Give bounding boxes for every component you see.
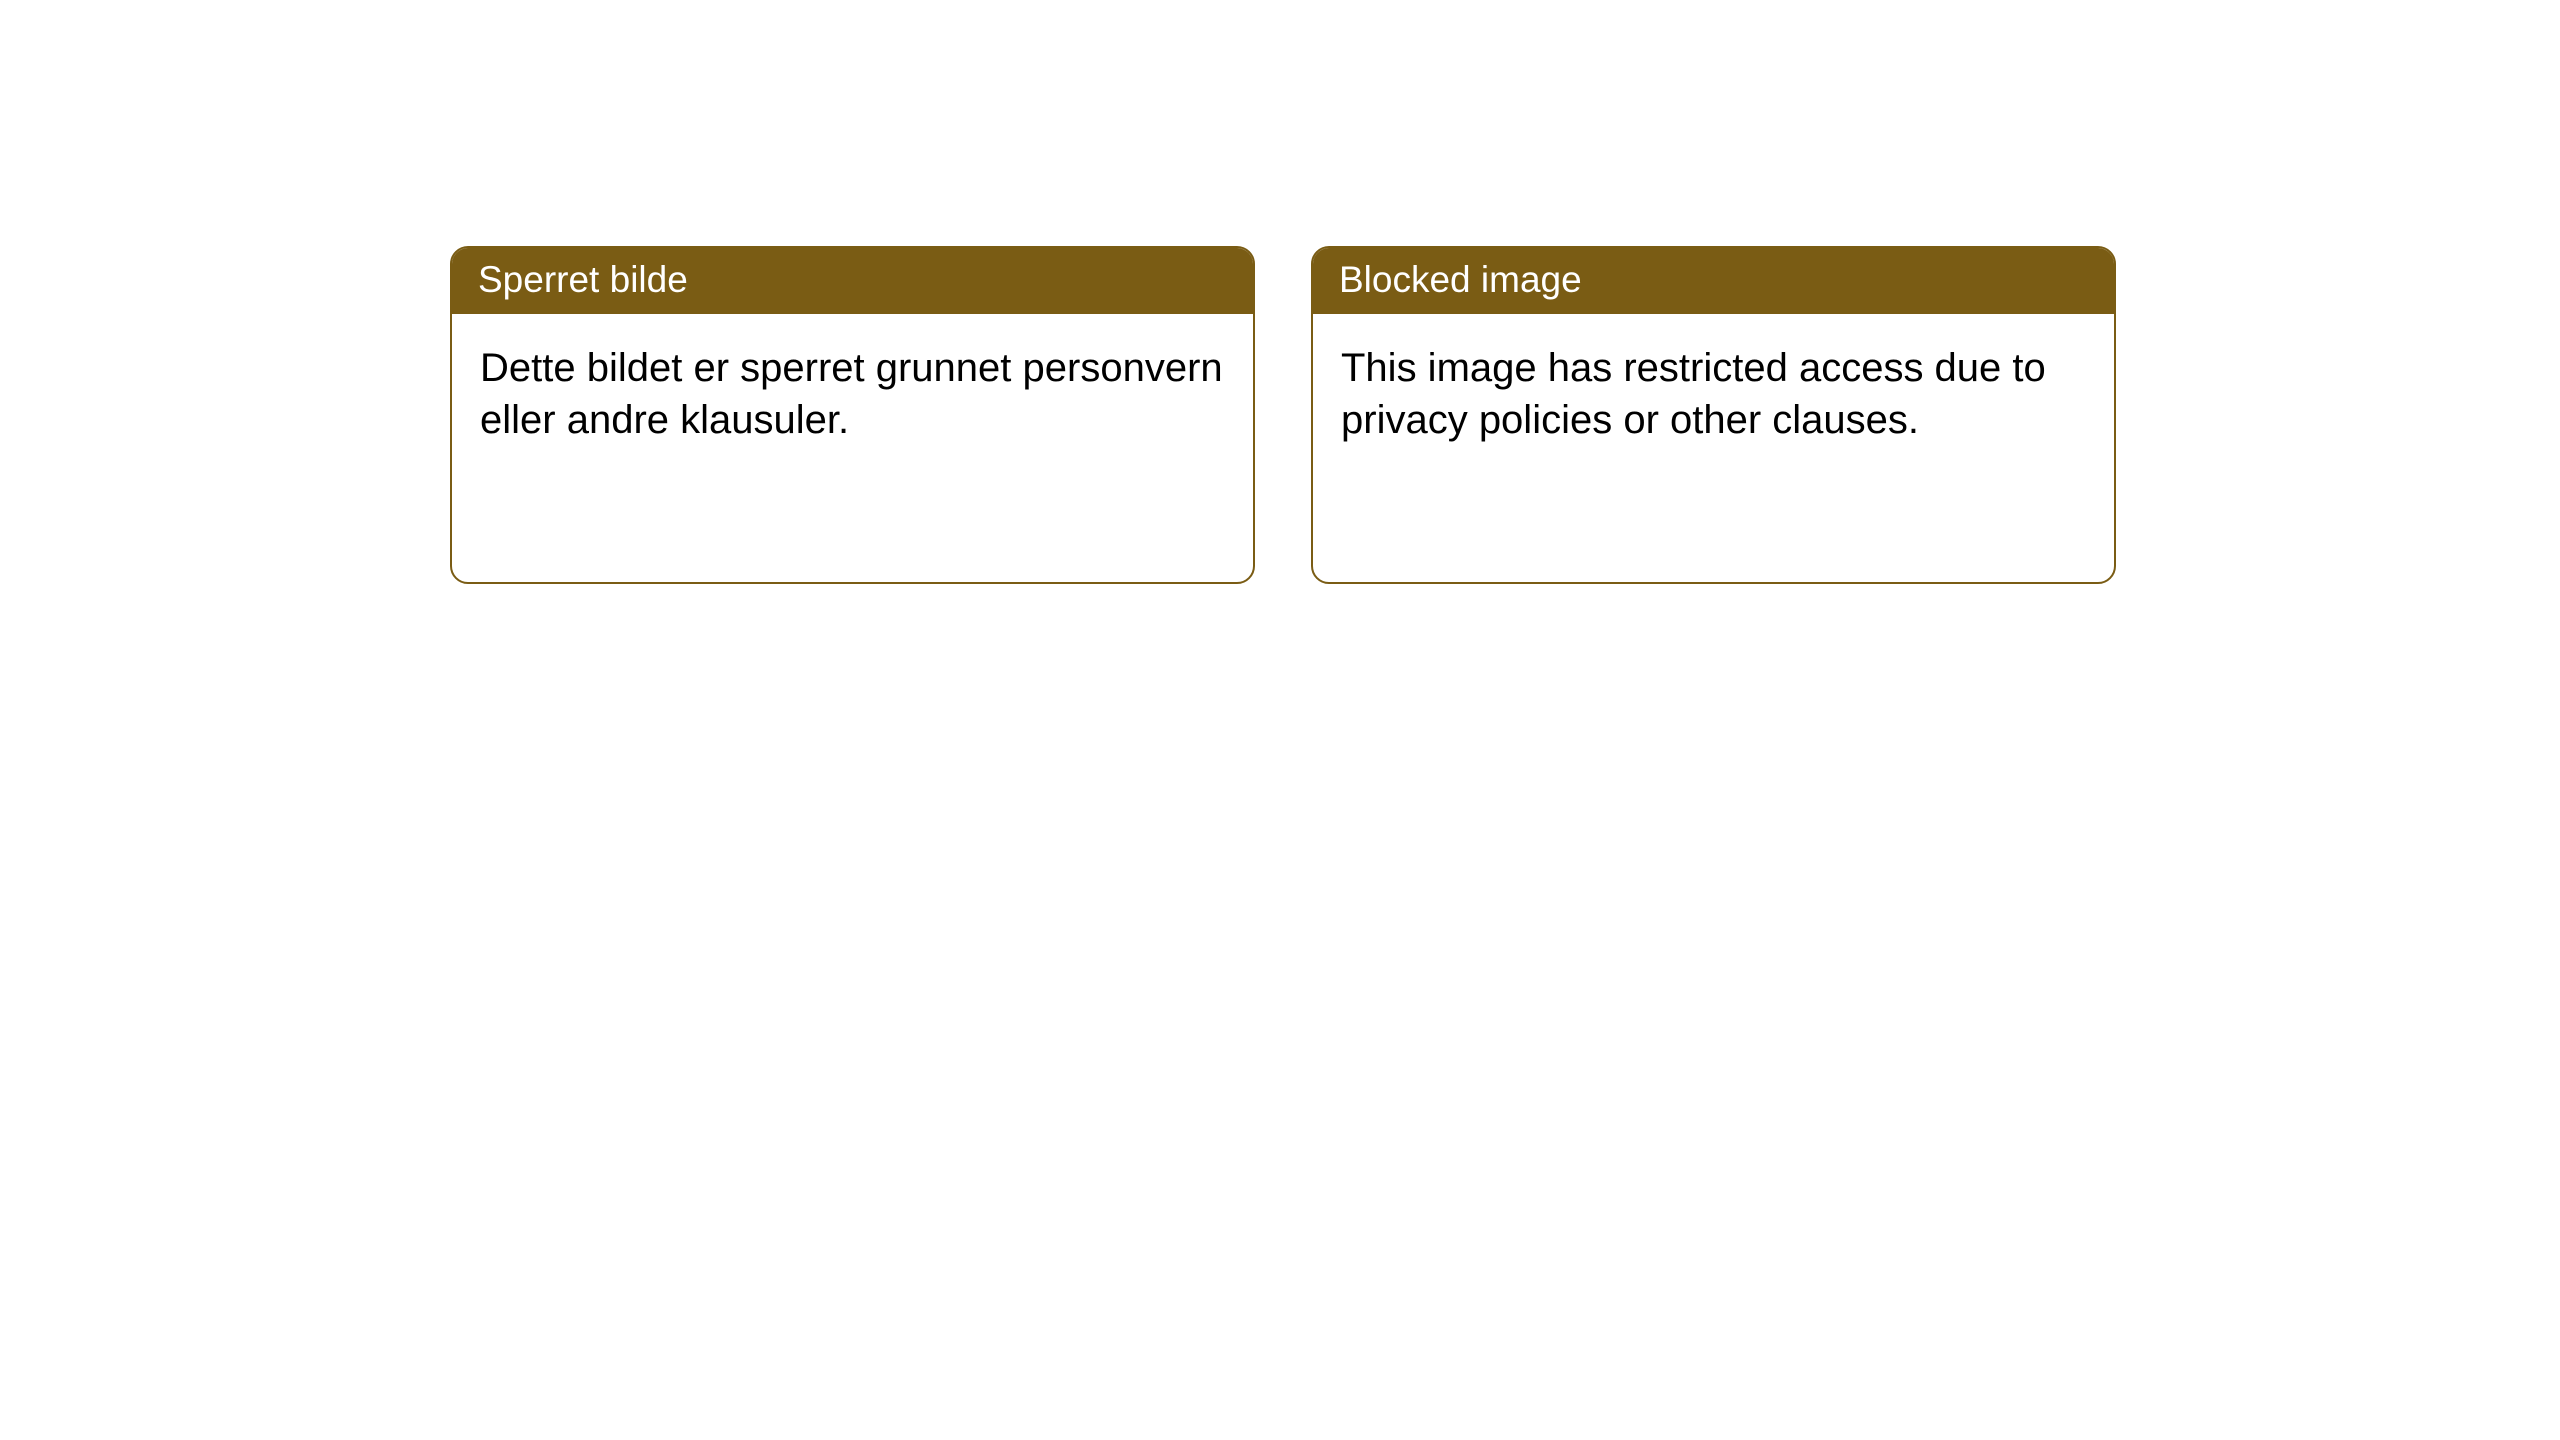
notice-header: Sperret bilde (452, 248, 1253, 314)
notice-header: Blocked image (1313, 248, 2114, 314)
notice-body: Dette bildet er sperret grunnet personve… (452, 314, 1253, 474)
notice-card-norwegian: Sperret bilde Dette bildet er sperret gr… (450, 246, 1255, 584)
notice-card-english: Blocked image This image has restricted … (1311, 246, 2116, 584)
notices-container: Sperret bilde Dette bildet er sperret gr… (0, 0, 2560, 584)
notice-body: This image has restricted access due to … (1313, 314, 2114, 474)
